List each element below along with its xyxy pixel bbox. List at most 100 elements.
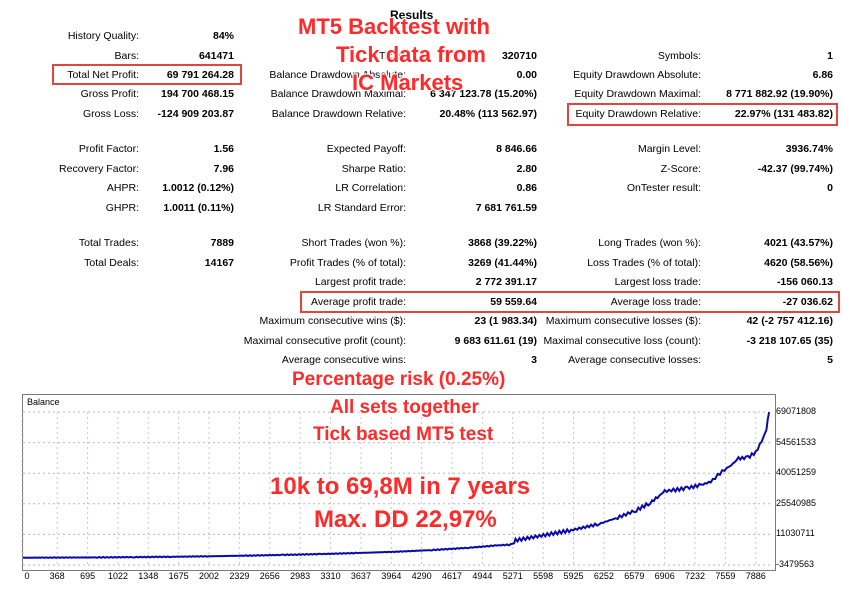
- col1-value-6: 7.96: [213, 163, 234, 175]
- col1-label-3: Gross Profit:: [80, 88, 139, 100]
- col3-label-5: Z-Score:: [660, 163, 701, 175]
- x-tick-label-18: 5925: [563, 571, 584, 581]
- col2-label-12: Maximum consecutive wins ($):: [259, 315, 406, 327]
- col1-value-4: -124 909 203.87: [157, 108, 234, 120]
- highlight-equity-drawdown-relative: [567, 103, 838, 126]
- col2-label-7: LR Standard Error:: [317, 202, 406, 214]
- x-tick-label-10: 3310: [320, 571, 341, 581]
- col1-label-4: Gross Loss:: [82, 108, 139, 120]
- col1-value-3: 194 700 468.15: [161, 88, 234, 100]
- col3-value-8: 4620 (58.56%): [764, 257, 833, 269]
- col2-value-13: 9 683 611.61 (19): [454, 335, 537, 347]
- x-tick-label-5: 1675: [168, 571, 189, 581]
- x-tick-label-13: 4290: [411, 571, 432, 581]
- col3-value-10: -27 036.62: [782, 296, 833, 308]
- x-tick-label-22: 7232: [684, 571, 705, 581]
- y-tick-label-1: 54561533: [776, 436, 817, 447]
- col3-label-12: Maximal consecutive loss (count):: [543, 335, 701, 347]
- col1-label-6: Recovery Factor:: [59, 163, 139, 175]
- x-tick-label-8: 2656: [259, 571, 280, 581]
- y-tick-label-2: 40051259: [776, 467, 817, 478]
- x-tick-label-9: 2983: [290, 571, 311, 581]
- col2-label-4: Expected Payoff:: [326, 143, 406, 155]
- col1-value-1: 641471: [198, 50, 234, 62]
- overlay-line-2: Tick data from: [336, 42, 486, 67]
- col3-label-7: Long Trades (won %):: [598, 237, 701, 249]
- col1-label-5: Profit Factor:: [78, 143, 139, 155]
- x-tick-label-20: 6579: [624, 571, 645, 581]
- col3-label-3: Equity Drawdown Relative:: [575, 108, 701, 120]
- col2-value-9: 3269 (41.44%): [468, 257, 537, 269]
- results-title: Results: [390, 8, 434, 22]
- overlay-line-7: 10k to 69,8M in 7 years: [270, 473, 531, 500]
- x-tick-label-4: 1348: [138, 571, 159, 581]
- col2-value-12: 23 (1 983.34): [474, 315, 537, 327]
- col3-label-0: Symbols:: [657, 50, 701, 62]
- col2-value-8: 3868 (39.22%): [468, 237, 537, 249]
- col2-label-8: Short Trades (won %):: [301, 237, 406, 249]
- col3-value-2: 8 771 882.92 (19.90%): [726, 88, 833, 100]
- col2-value-2: 6 347 123.78 (15.20%): [430, 88, 537, 100]
- col3-value-13: 5: [827, 354, 833, 366]
- chart-title: Balance: [27, 397, 60, 407]
- y-tick-label-4: 11030711: [776, 528, 815, 539]
- col1-value-8: 1.0011 (0.11%): [163, 202, 234, 214]
- x-tick-label-19: 6252: [593, 571, 614, 581]
- col1-label-2: Total Net Profit:: [67, 69, 139, 81]
- col3-value-12: -3 218 107.65 (35): [746, 335, 833, 347]
- col3-value-5: -42.37 (99.74%): [757, 163, 833, 175]
- x-tick-label-14: 4617: [441, 571, 463, 581]
- col3-label-11: Maximum consecutive losses ($):: [545, 315, 701, 327]
- x-tick-label-1: 368: [49, 571, 65, 581]
- col2-value-6: 0.86: [516, 182, 537, 194]
- col2-label-2: Balance Drawdown Maximal:: [270, 88, 406, 100]
- balance-chart: Balance: [22, 394, 776, 571]
- col2-label-9: Profit Trades (% of total):: [289, 257, 406, 269]
- col2-label-6: LR Correlation:: [335, 182, 406, 194]
- x-tick-label-15: 4944: [472, 571, 493, 581]
- col3-value-7: 4021 (43.57%): [764, 237, 833, 249]
- col2-value-14: 3: [531, 354, 537, 366]
- col2-value-4: 8 846.66: [496, 143, 537, 155]
- col3-value-6: 0: [827, 182, 833, 194]
- col1-value-10: 14167: [204, 257, 234, 269]
- x-tick-label-17: 5598: [533, 571, 554, 581]
- col1-label-9: Total Trades:: [78, 237, 139, 249]
- col2-value-7: 7 681 761.59: [475, 202, 537, 214]
- col1-label-7: AHPR:: [106, 182, 139, 194]
- x-tick-label-2: 695: [80, 571, 96, 581]
- x-tick-label-0: 0: [24, 571, 30, 581]
- overlay-line-3: IC Markets: [352, 70, 464, 95]
- x-tick-label-3: 1022: [107, 571, 128, 581]
- x-tick-label-6: 2002: [199, 571, 220, 581]
- col3-value-11: 42 (-2 757 412.16): [746, 315, 833, 327]
- col1-value-5: 1.56: [213, 143, 234, 155]
- col2-value-11: 59 559.64: [490, 296, 537, 308]
- col3-label-4: Margin Level:: [637, 143, 701, 155]
- col2-label-14: Average consecutive wins:: [281, 354, 406, 366]
- x-tick-label-11: 3637: [350, 571, 371, 581]
- col1-label-10: Total Deals:: [84, 257, 139, 269]
- x-tick-label-23: 7559: [715, 571, 736, 581]
- col1-label-8: GHPR:: [105, 202, 139, 214]
- overlay-line-5: All sets together: [330, 397, 479, 418]
- col2-value-10: 2 772 391.17: [475, 276, 537, 288]
- x-tick-label-7: 2329: [229, 571, 250, 581]
- overlay-line-6: Tick based MT5 test: [313, 424, 494, 445]
- col2-label-5: Sharpe Ratio:: [341, 163, 406, 175]
- col2-label-1: Balance Drawdown Absolute:: [269, 69, 406, 81]
- col3-label-9: Largest loss trade:: [614, 276, 701, 288]
- col2-value-1: 0.00: [516, 69, 537, 81]
- col3-value-9: -156 060.13: [776, 276, 833, 288]
- col2-value-0: 320710: [501, 50, 537, 62]
- y-tick-label-5: -3479563: [776, 559, 815, 569]
- y-tick-label-3: 25540985: [776, 497, 817, 508]
- x-tick-label-16: 5271: [502, 571, 523, 581]
- x-tick-label-12: 3964: [381, 571, 402, 581]
- col2-label-11: Average profit trade:: [311, 296, 406, 308]
- col3-label-6: OnTester result:: [626, 182, 701, 194]
- col2-label-0: Ticks:: [378, 50, 406, 62]
- overlay-line-1: MT5 Backtest with: [298, 14, 490, 39]
- overlay-line-4: Percentage risk (0.25%): [292, 369, 506, 390]
- col1-label-1: Bars:: [114, 50, 139, 62]
